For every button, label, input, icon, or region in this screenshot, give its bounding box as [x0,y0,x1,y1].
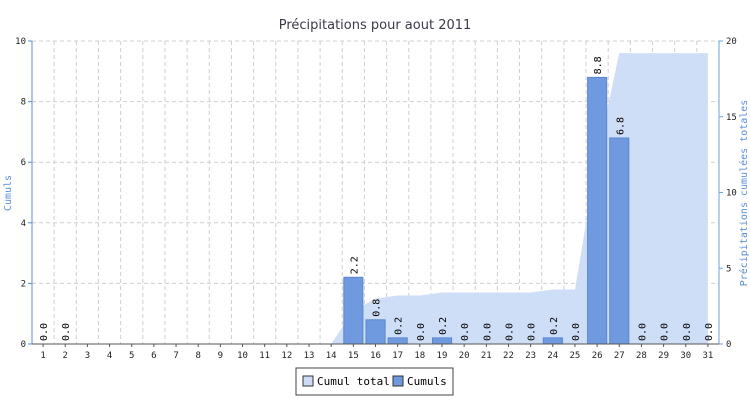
data-label-day-23: 0.0 [527,323,538,341]
y-tick-label: 8 [21,98,26,108]
data-label-day-18: 0.0 [416,323,427,341]
x-tick-label-day-6: 6 [151,351,156,361]
x-tick-label-day-13: 13 [304,351,315,361]
y2-tick-label: 5 [726,264,731,274]
y-tick-label: 10 [15,37,26,47]
x-tick-label-day-12: 12 [281,351,292,361]
x-tick-label-day-1: 1 [40,351,45,361]
x-tick-label-day-22: 22 [503,351,514,361]
data-label-day-16: 0.8 [372,299,383,317]
chart-title: Précipitations pour aout 2011 [279,18,472,33]
y-tick-label: 6 [21,158,26,168]
x-tick-label-day-24: 24 [547,351,558,361]
data-label-day-17: 0.2 [394,317,405,335]
data-label-day-2: 0.0 [61,323,72,341]
bar-cumuls-day-15 [343,276,364,345]
x-tick-label-day-29: 29 [658,351,669,361]
data-label-day-1: 0.0 [39,323,50,341]
x-tick-label-day-30: 30 [680,351,691,361]
data-label-day-24: 0.2 [549,317,560,335]
y2-axis-label: Précipitations cumulées totales [738,100,750,287]
x-tick-label-day-9: 9 [218,351,223,361]
y-axis-label: Cumuls [3,175,14,211]
bar-cumuls-day-26 [587,76,608,345]
data-label-day-30: 0.0 [682,323,693,341]
x-tick-label-day-27: 27 [614,351,625,361]
legend-box [295,367,454,396]
data-label-day-15: 2.2 [349,256,360,274]
data-labels-layer: 0.0 0.0 2.2 0.8 0.2 0.0 0.2 0.0 0.0 0.0 0.0 0.2 0.0 8… [39,56,715,341]
x-tick-label-day-4: 4 [107,351,112,361]
data-label-day-20: 0.0 [460,323,471,341]
legend-swatch-cumul-total [302,375,314,387]
x-tick-label-day-18: 18 [414,351,425,361]
data-label-day-21: 0.0 [482,323,493,341]
y-tick-label: 0 [21,340,26,350]
area-series-layer [43,53,708,344]
bar-cumuls-day-19 [432,337,453,345]
x-tick-label-day-10: 10 [237,351,248,361]
y-tick-label: 2 [21,279,26,289]
legend-label-cumul-total: Cumul total [317,375,390,388]
area-cumul-total [43,53,708,344]
x-tick-label-day-17: 17 [392,351,403,361]
legend: Cumul total Cumuls [295,367,454,396]
y2-tick-label: 10 [726,189,737,199]
data-label-day-27: 6.8 [615,117,626,135]
y-tick-label: 4 [21,219,26,229]
x-tick-label-day-21: 21 [481,351,492,361]
legend-swatch-cumuls [392,375,404,387]
data-label-day-25: 0.0 [571,323,582,341]
bar-cumuls-day-24 [542,337,563,345]
bar-cumuls-day-27 [609,137,630,345]
x-tick-label-day-7: 7 [173,351,178,361]
data-label-day-29: 0.0 [660,323,671,341]
x-tick-label-day-16: 16 [370,351,381,361]
y2-tick-label: 0 [726,340,731,350]
data-label-day-22: 0.0 [505,323,516,341]
bar-cumuls-day-17 [387,337,408,345]
x-tick-label-day-5: 5 [129,351,134,361]
data-label-day-19: 0.2 [438,317,449,335]
x-tick-label-day-11: 11 [259,351,270,361]
x-tick-label-day-2: 2 [63,351,68,361]
y2-tick-label: 20 [726,37,737,47]
x-tick-label-day-19: 19 [437,351,448,361]
x-tick-label-day-20: 20 [459,351,470,361]
x-tick-label-day-28: 28 [636,351,647,361]
data-label-day-26: 8.8 [593,56,604,74]
data-label-day-28: 0.0 [637,323,648,341]
x-tick-label-day-8: 8 [195,351,200,361]
legend-label-cumuls: Cumuls [407,375,447,388]
y2-tick-label: 15 [726,113,737,123]
x-tick-label-day-26: 26 [592,351,603,361]
x-tick-label-day-14: 14 [326,351,337,361]
x-tick-label-day-3: 3 [85,351,90,361]
x-tick-label-day-15: 15 [348,351,359,361]
data-label-day-31: 0.0 [704,323,715,341]
x-tick-label-day-31: 31 [702,351,713,361]
x-tick-label-day-25: 25 [570,351,581,361]
bar-series-layer [343,76,630,345]
x-tick-label-day-23: 23 [525,351,536,361]
bar-cumuls-day-16 [365,319,386,345]
